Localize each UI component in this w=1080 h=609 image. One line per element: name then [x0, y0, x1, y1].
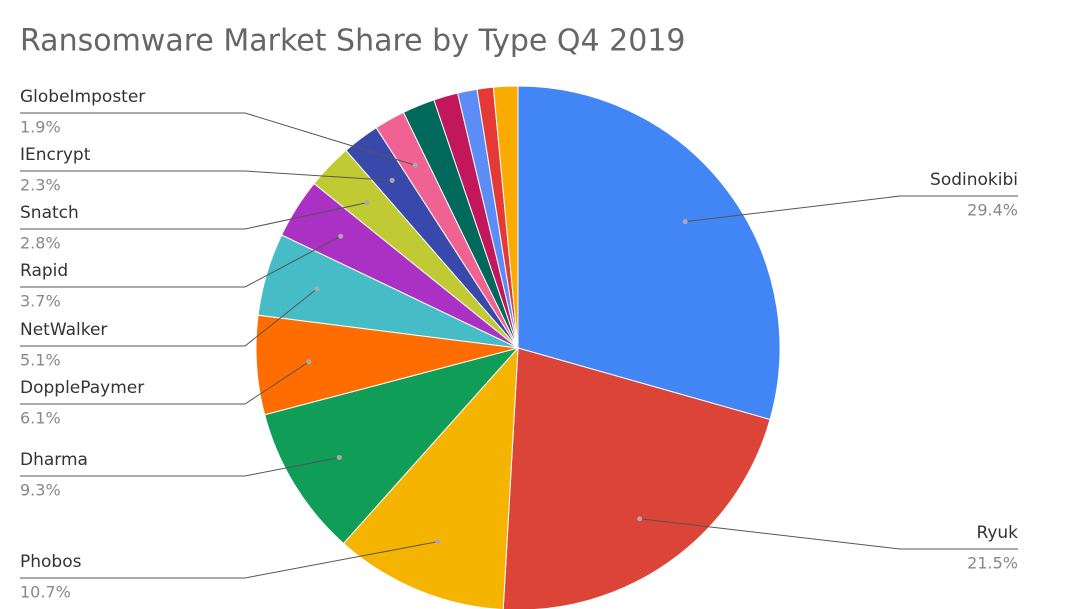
- value-label: 29.4%: [967, 201, 1018, 220]
- leader-line: [20, 112, 416, 166]
- slice-label: Phobos: [20, 552, 82, 572]
- value-label: 3.7%: [20, 292, 61, 311]
- leader-line: [20, 288, 318, 347]
- leader-line: [20, 202, 368, 230]
- leader-dot: [412, 162, 418, 168]
- slice-label: DopplePaymer: [20, 378, 144, 398]
- leader-line: [20, 361, 310, 405]
- leader-dot: [336, 455, 342, 461]
- leader-dot: [435, 539, 441, 545]
- leader-dot: [389, 177, 395, 183]
- leader-dot: [338, 233, 344, 239]
- pie-slice: [492, 85, 519, 349]
- slice-label: Snatch: [20, 203, 79, 223]
- value-label: 10.7%: [20, 583, 71, 602]
- slice-label: Dharma: [20, 450, 88, 470]
- leader-dot: [364, 200, 370, 206]
- leader-dot: [306, 359, 312, 365]
- pie-slice: [517, 85, 781, 421]
- value-label: 5.1%: [20, 351, 61, 370]
- slice-label: Rapid: [20, 261, 68, 281]
- value-label: 2.3%: [20, 176, 61, 195]
- value-label: 9.3%: [20, 481, 61, 500]
- leader-dot: [682, 219, 688, 225]
- leader-line: [20, 235, 341, 288]
- pie-slice: [264, 347, 520, 545]
- value-label: 1.9%: [20, 118, 61, 137]
- leader-dot: [637, 516, 643, 522]
- value-label: 6.1%: [20, 409, 61, 428]
- slice-label: IEncrypt: [20, 145, 91, 165]
- leader-line: [639, 518, 1018, 550]
- slice-label: GlobeImposter: [20, 87, 145, 107]
- leader-line: [20, 457, 340, 477]
- value-label: 21.5%: [967, 554, 1018, 573]
- slice-label: Sodinokibi: [930, 170, 1018, 190]
- leader-line: [20, 541, 438, 579]
- slice-label: Ryuk: [976, 523, 1018, 543]
- slice-label: NetWalker: [20, 320, 107, 340]
- chart-title: Ransomware Market Share by Type Q4 2019: [20, 24, 686, 59]
- leader-dot: [314, 286, 320, 292]
- leader-line: [20, 170, 393, 181]
- value-label: 2.8%: [20, 234, 61, 253]
- leader-line: [685, 195, 1018, 223]
